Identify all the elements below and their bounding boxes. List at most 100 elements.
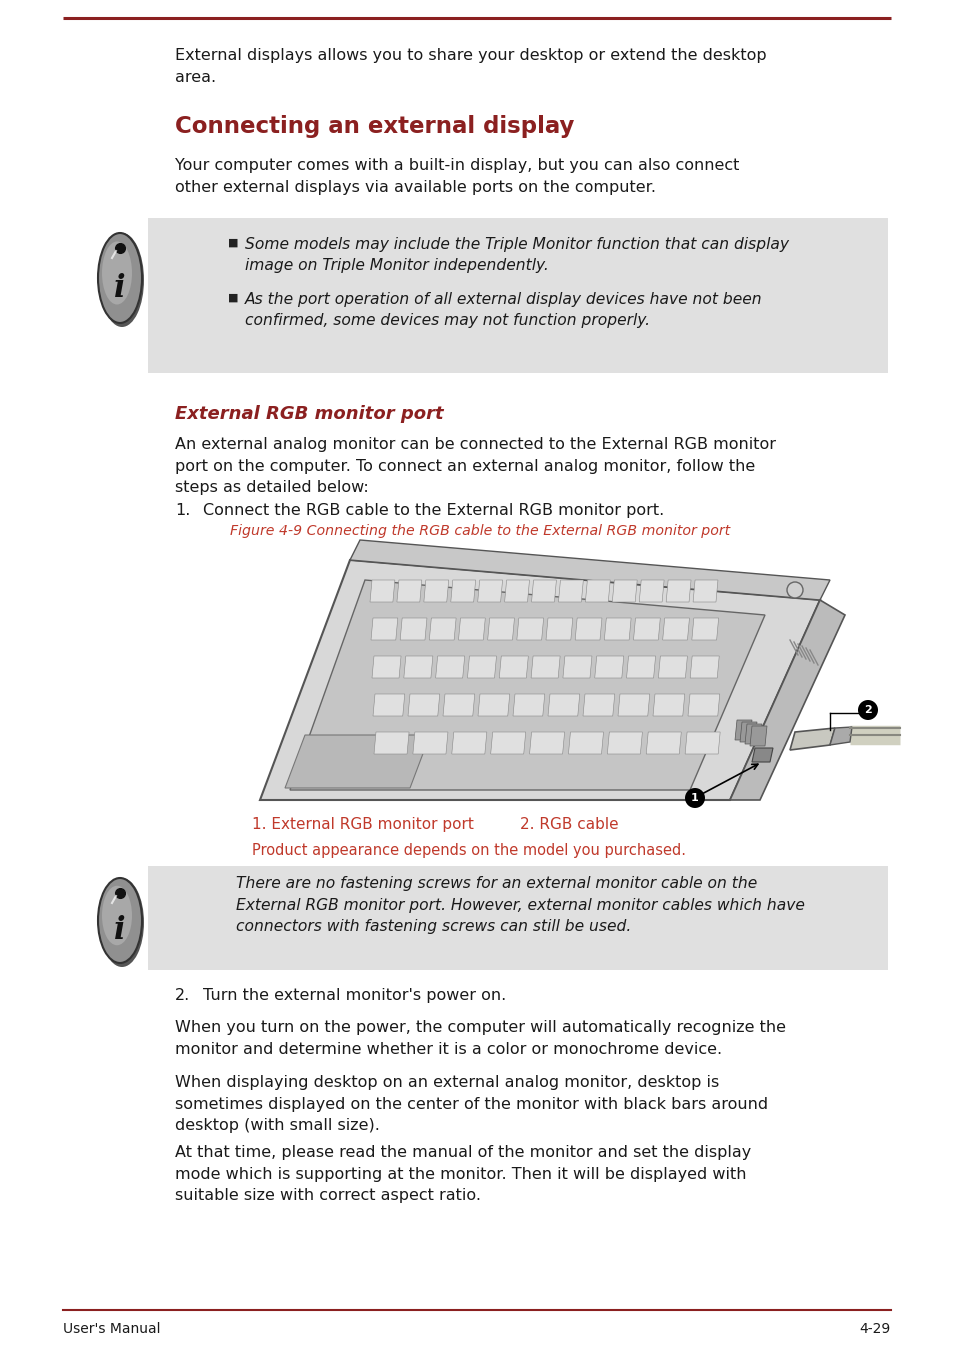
- Polygon shape: [371, 617, 397, 640]
- Polygon shape: [517, 617, 543, 640]
- Polygon shape: [504, 580, 529, 603]
- Text: External displays allows you to share your desktop or extend the desktop
area.: External displays allows you to share yo…: [174, 48, 766, 85]
- Polygon shape: [350, 539, 829, 600]
- Text: Your computer comes with a built-in display, but you can also connect
other exte: Your computer comes with a built-in disp…: [174, 157, 739, 195]
- Text: 2.: 2.: [174, 989, 190, 1003]
- Text: When you turn on the power, the computer will automatically recognize the
monito: When you turn on the power, the computer…: [174, 1020, 785, 1057]
- Ellipse shape: [100, 233, 144, 327]
- Polygon shape: [423, 580, 448, 603]
- Polygon shape: [749, 726, 766, 746]
- Circle shape: [786, 582, 802, 599]
- Text: As the port operation of all external display devices have not been
confirmed, s: As the port operation of all external di…: [245, 292, 761, 328]
- Polygon shape: [562, 656, 591, 678]
- Polygon shape: [477, 694, 509, 716]
- Polygon shape: [290, 580, 764, 790]
- Polygon shape: [498, 656, 528, 678]
- Text: Connect the RGB cable to the External RGB monitor port.: Connect the RGB cable to the External RG…: [203, 503, 663, 518]
- Text: External RGB monitor port: External RGB monitor port: [174, 405, 443, 422]
- Polygon shape: [545, 617, 572, 640]
- Polygon shape: [665, 580, 690, 603]
- Polygon shape: [452, 732, 486, 755]
- Polygon shape: [585, 580, 610, 603]
- Polygon shape: [531, 580, 556, 603]
- Ellipse shape: [102, 886, 132, 946]
- Text: When displaying desktop on an external analog monitor, desktop is
sometimes disp: When displaying desktop on an external a…: [174, 1075, 767, 1134]
- Text: ■: ■: [228, 293, 238, 303]
- Circle shape: [857, 699, 877, 720]
- Polygon shape: [531, 656, 559, 678]
- Text: 2. RGB cable: 2. RGB cable: [519, 816, 618, 833]
- Text: ■: ■: [228, 238, 238, 247]
- Text: 4-29: 4-29: [859, 1322, 890, 1336]
- Polygon shape: [751, 748, 772, 763]
- Polygon shape: [626, 656, 655, 678]
- Text: i: i: [114, 273, 126, 304]
- Polygon shape: [260, 560, 820, 800]
- Polygon shape: [568, 732, 603, 755]
- Polygon shape: [490, 732, 525, 755]
- Text: i: i: [114, 915, 126, 946]
- FancyBboxPatch shape: [148, 218, 887, 373]
- Polygon shape: [829, 728, 851, 745]
- Polygon shape: [396, 580, 421, 603]
- Text: 1: 1: [690, 794, 699, 803]
- Polygon shape: [740, 722, 757, 742]
- Polygon shape: [658, 656, 687, 678]
- Ellipse shape: [102, 242, 132, 304]
- Polygon shape: [477, 580, 502, 603]
- Polygon shape: [442, 694, 475, 716]
- Text: Figure 4-9 Connecting the RGB cable to the External RGB monitor port: Figure 4-9 Connecting the RGB cable to t…: [230, 525, 729, 538]
- Text: 1.: 1.: [174, 503, 191, 518]
- Polygon shape: [575, 617, 601, 640]
- Polygon shape: [467, 656, 496, 678]
- Text: 1. External RGB monitor port: 1. External RGB monitor port: [252, 816, 474, 833]
- Polygon shape: [729, 600, 844, 800]
- Polygon shape: [285, 734, 430, 788]
- Text: At that time, please read the manual of the monitor and set the display
mode whi: At that time, please read the manual of …: [174, 1145, 750, 1204]
- Text: Some models may include the Triple Monitor function that can display
image on Tr: Some models may include the Triple Monit…: [245, 237, 788, 273]
- Polygon shape: [429, 617, 456, 640]
- Polygon shape: [403, 656, 433, 678]
- Polygon shape: [687, 694, 719, 716]
- Polygon shape: [408, 694, 439, 716]
- Polygon shape: [691, 617, 718, 640]
- Polygon shape: [734, 720, 751, 740]
- Polygon shape: [603, 617, 631, 640]
- Polygon shape: [692, 580, 718, 603]
- Polygon shape: [529, 732, 564, 755]
- Polygon shape: [513, 694, 544, 716]
- Polygon shape: [370, 580, 395, 603]
- Polygon shape: [436, 656, 464, 678]
- Ellipse shape: [100, 878, 144, 967]
- Polygon shape: [487, 617, 514, 640]
- Polygon shape: [639, 580, 663, 603]
- Ellipse shape: [98, 878, 142, 963]
- Text: Product appearance depends on the model you purchased.: Product appearance depends on the model …: [252, 843, 685, 858]
- Polygon shape: [612, 580, 637, 603]
- Text: There are no fastening screws for an external monitor cable on the
External RGB : There are no fastening screws for an ext…: [235, 876, 804, 935]
- Polygon shape: [618, 694, 649, 716]
- Polygon shape: [451, 580, 476, 603]
- Polygon shape: [547, 694, 579, 716]
- Polygon shape: [689, 656, 719, 678]
- Polygon shape: [744, 724, 761, 744]
- Polygon shape: [652, 694, 684, 716]
- Polygon shape: [413, 732, 448, 755]
- Polygon shape: [662, 617, 689, 640]
- Text: Connecting an external display: Connecting an external display: [174, 116, 574, 139]
- Polygon shape: [607, 732, 641, 755]
- Polygon shape: [458, 617, 485, 640]
- Text: User's Manual: User's Manual: [63, 1322, 160, 1336]
- Text: Turn the external monitor's power on.: Turn the external monitor's power on.: [203, 989, 506, 1003]
- Text: 2: 2: [863, 705, 871, 716]
- Ellipse shape: [98, 233, 142, 323]
- Polygon shape: [645, 732, 680, 755]
- Polygon shape: [789, 728, 834, 751]
- Polygon shape: [684, 732, 720, 755]
- Polygon shape: [633, 617, 659, 640]
- FancyBboxPatch shape: [148, 866, 887, 970]
- Polygon shape: [373, 694, 404, 716]
- Polygon shape: [558, 580, 582, 603]
- Circle shape: [684, 788, 704, 808]
- Polygon shape: [399, 617, 427, 640]
